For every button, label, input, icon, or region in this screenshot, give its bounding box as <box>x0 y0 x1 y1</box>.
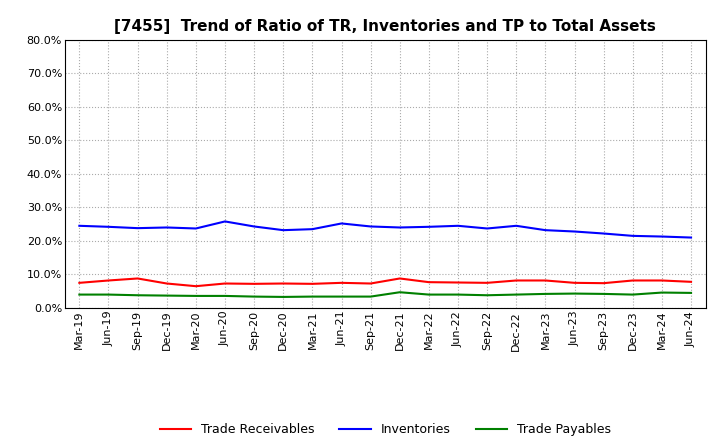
Title: [7455]  Trend of Ratio of TR, Inventories and TP to Total Assets: [7455] Trend of Ratio of TR, Inventories… <box>114 19 656 34</box>
Inventories <box>425 224 433 229</box>
Trade Receivables <box>366 281 375 286</box>
Inventories <box>570 229 579 234</box>
Trade Receivables <box>163 281 171 286</box>
Trade Receivables <box>220 281 229 286</box>
Trade Receivables <box>279 281 287 286</box>
Inventories <box>657 234 666 239</box>
Trade Receivables <box>687 279 696 285</box>
Trade Payables <box>75 292 84 297</box>
Inventories <box>104 224 113 229</box>
Trade Receivables <box>483 280 492 286</box>
Inventories <box>220 219 229 224</box>
Trade Receivables <box>454 280 462 285</box>
Trade Payables <box>395 290 404 295</box>
Trade Receivables <box>250 281 258 286</box>
Trade Payables <box>599 291 608 297</box>
Inventories <box>337 221 346 226</box>
Inventories <box>279 227 287 233</box>
Trade Payables <box>163 293 171 298</box>
Trade Payables <box>192 293 200 299</box>
Inventories <box>250 224 258 229</box>
Trade Receivables <box>657 278 666 283</box>
Inventories <box>629 233 637 238</box>
Trade Receivables <box>570 280 579 286</box>
Inventories <box>454 223 462 228</box>
Trade Payables <box>541 291 550 297</box>
Trade Payables <box>104 292 113 297</box>
Trade Receivables <box>104 278 113 283</box>
Inventories <box>75 223 84 228</box>
Inventories <box>687 235 696 240</box>
Trade Payables <box>366 294 375 299</box>
Inventories <box>192 226 200 231</box>
Trade Receivables <box>192 283 200 289</box>
Trade Payables <box>512 292 521 297</box>
Trade Receivables <box>395 276 404 281</box>
Trade Receivables <box>541 278 550 283</box>
Inventories <box>366 224 375 229</box>
Legend: Trade Receivables, Inventories, Trade Payables: Trade Receivables, Inventories, Trade Pa… <box>155 418 616 440</box>
Line: Trade Receivables: Trade Receivables <box>79 279 691 286</box>
Inventories <box>541 227 550 233</box>
Trade Receivables <box>308 281 317 286</box>
Trade Payables <box>629 292 637 297</box>
Inventories <box>512 223 521 228</box>
Inventories <box>133 226 142 231</box>
Trade Receivables <box>512 278 521 283</box>
Trade Receivables <box>133 276 142 281</box>
Trade Payables <box>337 294 346 299</box>
Inventories <box>308 227 317 232</box>
Trade Payables <box>483 293 492 298</box>
Trade Payables <box>250 294 258 299</box>
Trade Receivables <box>337 280 346 286</box>
Trade Payables <box>687 290 696 296</box>
Trade Receivables <box>629 278 637 283</box>
Trade Payables <box>133 293 142 298</box>
Trade Receivables <box>425 279 433 285</box>
Line: Inventories: Inventories <box>79 221 691 238</box>
Trade Payables <box>425 292 433 297</box>
Line: Trade Payables: Trade Payables <box>79 292 691 297</box>
Trade Payables <box>454 292 462 297</box>
Inventories <box>483 226 492 231</box>
Trade Payables <box>279 294 287 300</box>
Inventories <box>395 225 404 230</box>
Trade Payables <box>308 294 317 299</box>
Inventories <box>599 231 608 236</box>
Trade Receivables <box>599 281 608 286</box>
Trade Payables <box>657 290 666 295</box>
Inventories <box>163 225 171 230</box>
Trade Payables <box>220 293 229 299</box>
Trade Receivables <box>75 280 84 286</box>
Trade Payables <box>570 291 579 296</box>
